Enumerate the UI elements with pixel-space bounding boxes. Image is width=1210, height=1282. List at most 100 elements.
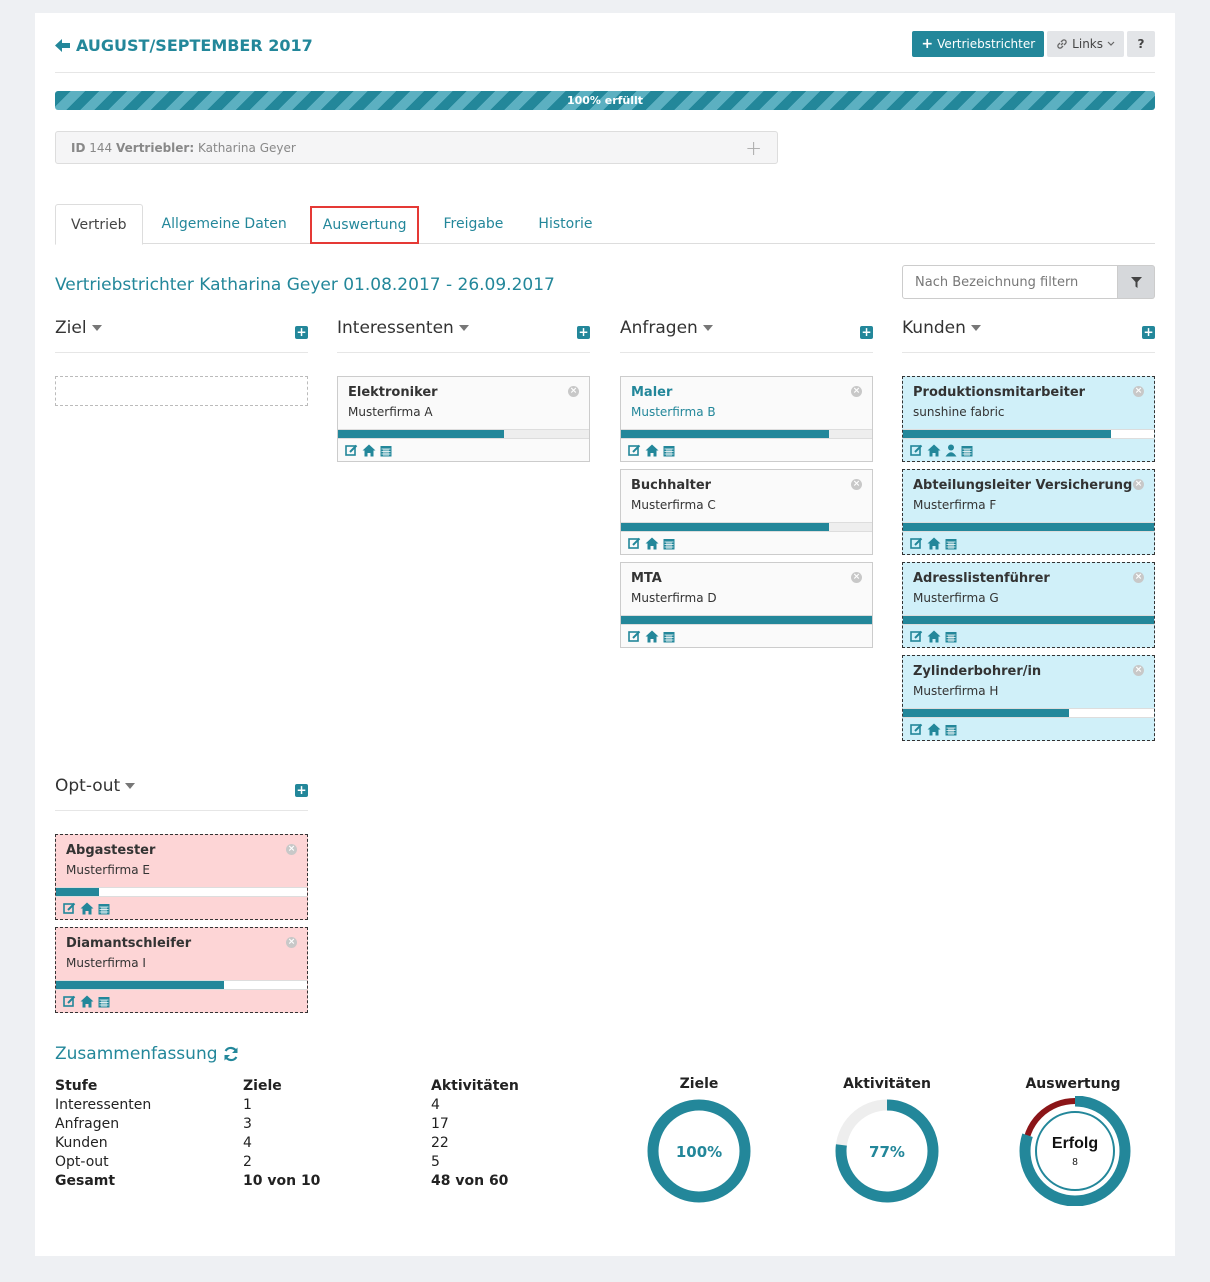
edit-icon[interactable] (910, 630, 923, 643)
donut-ziele: Ziele 100% (644, 1076, 754, 1210)
calendar-icon[interactable] (380, 444, 392, 457)
funnel-card[interactable]: Diamantschleifer Musterfirma I × (55, 927, 308, 1013)
calendar-icon[interactable] (98, 995, 110, 1008)
funnel-subtitle: Vertriebstrichter Katharina Geyer 01.08.… (55, 275, 555, 295)
tab-allgemeine-daten[interactable]: Allgemeine Daten (161, 216, 287, 232)
home-icon[interactable] (927, 537, 941, 550)
home-icon[interactable] (645, 630, 659, 643)
person-icon[interactable] (945, 444, 957, 457)
home-icon[interactable] (80, 995, 94, 1008)
home-icon[interactable] (362, 444, 376, 457)
calendar-icon[interactable] (663, 630, 675, 643)
funnel-card[interactable]: MTA Musterfirma D × (620, 562, 873, 648)
card-list: Produktionsmitarbeiter sunshine fabric × Ab… (902, 376, 1155, 741)
remove-icon[interactable]: × (568, 386, 579, 397)
filter-icon (1130, 276, 1142, 288)
donut-sublabel: 8 (1072, 1157, 1078, 1168)
donut-arc (647, 1099, 751, 1203)
funnel-card[interactable]: Abteilungsleiter Versicherung Musterfirma… (902, 469, 1155, 555)
edit-icon[interactable] (910, 444, 923, 457)
funnel-card[interactable]: Produktionsmitarbeiter sunshine fabric × (902, 376, 1155, 462)
plus-square-icon[interactable]: + (295, 325, 308, 339)
funnel-card[interactable]: Abgastester Musterfirma E × (55, 834, 308, 920)
home-icon[interactable] (927, 723, 941, 736)
home-icon[interactable] (927, 630, 941, 643)
table-cell: Opt-out (55, 1153, 109, 1170)
filter-button[interactable] (1118, 265, 1155, 299)
column-optout: Opt-out + Abgastester Musterfirma E × Diama… (55, 776, 308, 1020)
funnel-card[interactable]: Maler Musterfirma B × (620, 376, 873, 462)
progress-label: 100% erfüllt (566, 94, 644, 107)
plus-square-icon[interactable]: + (860, 325, 873, 339)
card-body: MTA Musterfirma D × (621, 563, 872, 615)
tab-auswertung[interactable]: Auswertung (309, 206, 420, 244)
links-label: Links (1072, 37, 1103, 51)
tab-historie[interactable]: Historie (538, 216, 593, 232)
calendar-icon[interactable] (945, 537, 957, 550)
remove-icon[interactable]: × (851, 479, 862, 490)
remove-icon[interactable]: × (286, 937, 297, 948)
calendar-icon[interactable] (663, 537, 675, 550)
plus-square-icon[interactable]: + (577, 325, 590, 339)
home-icon[interactable] (645, 444, 659, 457)
funnel-card[interactable]: Adresslistenführer Musterfirma G × (902, 562, 1155, 648)
tab-freigabe[interactable]: Freigabe (443, 216, 504, 232)
remove-icon[interactable]: × (851, 572, 862, 583)
edit-icon[interactable] (910, 537, 923, 550)
calendar-icon[interactable] (961, 444, 973, 457)
home-icon[interactable] (80, 902, 94, 915)
refresh-icon[interactable] (223, 1046, 239, 1062)
home-icon[interactable] (927, 444, 941, 457)
remove-icon[interactable]: × (286, 844, 297, 855)
column-header: Interessenten + (337, 318, 590, 353)
calendar-icon[interactable] (98, 902, 110, 915)
column-title-dropdown[interactable]: Ziel (55, 318, 102, 338)
edit-icon[interactable] (63, 995, 76, 1008)
funnel-card[interactable]: Zylinderbohrer/in Musterfirma H × (902, 655, 1155, 741)
card-list: Elektroniker Musterfirma A × (337, 376, 590, 462)
card-name: Elektroniker (348, 385, 438, 400)
donut-label: Erfolg (1052, 1135, 1098, 1152)
column-header: Kunden + (902, 318, 1155, 353)
donut-auswertung-chart: Erfolg 8 (1019, 1095, 1131, 1207)
remove-icon[interactable]: × (1133, 665, 1144, 676)
card-list: Abgastester Musterfirma E × Diamantschleife… (55, 834, 308, 1013)
home-icon[interactable] (645, 537, 659, 550)
card-company[interactable]: Musterfirma B (631, 405, 716, 419)
header-ziele: Ziele (243, 1077, 282, 1094)
edit-icon[interactable] (345, 444, 358, 457)
funnel-card[interactable]: Buchhalter Musterfirma C × (620, 469, 873, 555)
tab-vertrieb[interactable]: Vertrieb (55, 204, 143, 245)
funnel-card[interactable]: Elektroniker Musterfirma A × (337, 376, 590, 462)
back-link[interactable]: AUGUST/SEPTEMBER 2017 (55, 36, 313, 55)
column-title-dropdown[interactable]: Interessenten (337, 318, 469, 338)
table-cell: 22 (431, 1134, 449, 1151)
column-title-dropdown[interactable]: Opt-out (55, 776, 136, 796)
plus-square-icon[interactable]: + (1142, 325, 1155, 339)
add-funnel-button[interactable]: + Vertriebstrichter (912, 31, 1045, 57)
help-button[interactable]: ? (1127, 31, 1155, 57)
edit-icon[interactable] (628, 630, 641, 643)
calendar-icon[interactable] (663, 444, 675, 457)
remove-icon[interactable]: × (1133, 386, 1144, 397)
column-title-dropdown[interactable]: Anfragen (620, 318, 713, 338)
table-cell: Interessenten (55, 1096, 152, 1113)
header-stufe: Stufe (55, 1077, 98, 1094)
plus-square-icon[interactable]: + (295, 783, 308, 797)
edit-icon[interactable] (63, 902, 76, 915)
links-button[interactable]: Links (1047, 31, 1124, 57)
calendar-icon[interactable] (945, 723, 957, 736)
table-row: Kunden 4 22 (55, 1133, 531, 1152)
expand-plus-icon[interactable]: + (745, 135, 762, 160)
filter-input[interactable] (902, 265, 1118, 299)
remove-icon[interactable]: × (851, 386, 862, 397)
remove-icon[interactable]: × (1133, 479, 1144, 490)
remove-icon[interactable]: × (1133, 572, 1144, 583)
card-name[interactable]: Maler (631, 385, 673, 400)
edit-icon[interactable] (910, 723, 923, 736)
edit-icon[interactable] (628, 537, 641, 550)
column-title-dropdown[interactable]: Kunden (902, 318, 981, 338)
calendar-icon[interactable] (945, 630, 957, 643)
edit-icon[interactable] (628, 444, 641, 457)
table-cell: Gesamt (55, 1172, 116, 1189)
